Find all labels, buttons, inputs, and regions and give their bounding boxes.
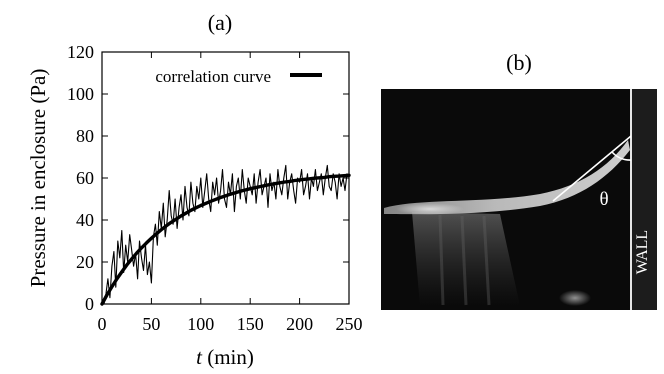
x-tick-label: 150 [237,314,264,334]
wall-label: WALL [634,230,651,274]
meniscus-band [384,140,630,215]
y-tick-label: 120 [67,42,94,62]
y-tick-label: 80 [76,126,94,146]
camera-image: θ WALL [381,89,657,310]
y-tick-label: 100 [67,84,94,104]
legend-label: correlation curve [155,67,271,86]
tangent-line [552,135,632,202]
y-tick-label: 0 [85,294,94,314]
x-tick-label: 200 [286,314,313,334]
y-axis-label: Pressure in enclosure (Pa) [26,69,50,288]
panel-a-label: (a) [208,10,232,35]
angle-arc [611,151,632,161]
plume [412,212,520,306]
speck-glow [559,290,591,306]
axis-ticks: 0 50 100 150 200 250 0 20 40 60 80 100 120 [67,42,363,334]
series-line-correlation-curve [100,173,351,306]
meniscus-glow [396,203,464,215]
y-tick-label: 40 [76,210,94,230]
x-tick-label: 50 [142,314,160,334]
x-tick-label: 250 [336,314,363,334]
wall-shadow [632,89,657,310]
series-line-measured-pressure [101,164,348,305]
x-axis-label: t (min) [196,345,254,369]
x-axis-label-unit: (min) [202,345,254,369]
panel-b-label: (b) [506,50,532,75]
plume-streaks [438,214,491,306]
angle-label: θ [599,189,608,210]
x-tick-label: 0 [98,314,107,334]
y-tick-label: 20 [76,252,94,272]
x-tick-label: 100 [187,314,214,334]
y-tick-label: 60 [76,168,94,188]
x-axis-label-var: t [196,345,203,369]
plot-series [100,164,351,306]
